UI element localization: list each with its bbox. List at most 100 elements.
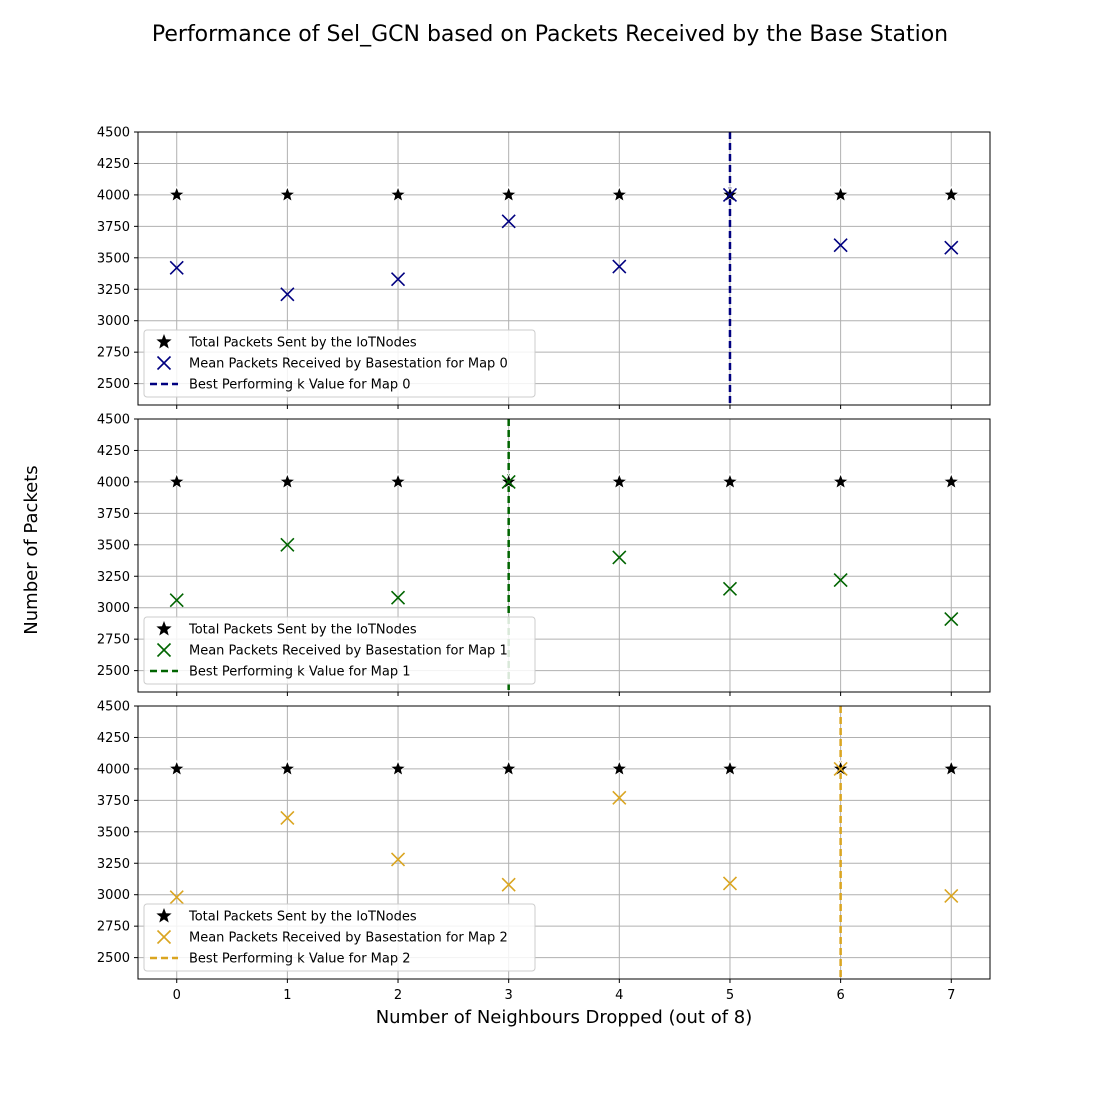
y-axis-label: Number of Packets <box>21 465 42 634</box>
data-point-sent <box>942 472 960 490</box>
data-point-received <box>944 240 959 255</box>
x-axis-label: Number of Neighbours Dropped (out of 8) <box>376 1007 753 1028</box>
data-point-received <box>169 593 184 608</box>
data-point-sent <box>610 759 628 777</box>
data-point-received <box>280 287 295 302</box>
legend-star-icon <box>156 908 172 923</box>
legend-box <box>143 903 536 972</box>
data-point-received <box>944 888 959 904</box>
legend-label: Best Performing k Value for Map 0 <box>189 378 411 393</box>
y-tick-label: 4500 <box>97 126 130 141</box>
data-point-stroke <box>280 287 295 302</box>
y-tick-label: 3750 <box>97 220 130 235</box>
data-point-sent <box>278 759 297 777</box>
data-point-received <box>612 550 627 565</box>
data-point-stroke <box>612 790 627 805</box>
data-point-sent <box>168 185 186 203</box>
data-point-stroke <box>169 260 184 275</box>
data-point-stroke <box>390 272 406 287</box>
data-point-stroke <box>390 852 406 867</box>
y-tick-label: 4250 <box>97 157 130 172</box>
subplot-2: 2500 2750 3000 3250 3500 3750 4000 4250 4500 0 1 2 3… <box>97 700 991 1003</box>
data-point-stroke <box>722 187 738 202</box>
data-point-received <box>169 260 184 275</box>
x-tick-label: 7 <box>947 988 955 1003</box>
y-tick-label: 3250 <box>97 283 130 298</box>
data-point-received <box>280 537 295 552</box>
legend-star-icon <box>156 334 172 349</box>
y-tick-label: 3500 <box>97 538 130 553</box>
data-point-received <box>169 890 184 905</box>
x-tick-label: 3 <box>505 988 513 1003</box>
x-tick-label: 1 <box>283 988 291 1003</box>
legend-x-icon <box>156 355 172 371</box>
y-tick-label: 4000 <box>97 188 130 203</box>
data-point-sent <box>389 185 407 203</box>
data-point-sent <box>721 759 739 777</box>
legend: Total Packets Sent by the IoTNodes Mean P… <box>143 329 536 398</box>
y-tick-label: 3250 <box>97 857 130 872</box>
y-tick-label: 3000 <box>97 601 130 616</box>
y-tick-label: 3500 <box>97 825 130 840</box>
y-tick-label: 3250 <box>97 570 130 585</box>
data-point-received <box>612 790 627 805</box>
x-tick-label: 4 <box>615 988 623 1003</box>
data-point-sent <box>278 472 297 490</box>
axes-frame <box>137 131 991 406</box>
data-point-stroke <box>944 611 959 627</box>
data-point-stroke <box>501 877 516 892</box>
legend-box <box>143 616 536 685</box>
data-point-sent <box>721 472 739 490</box>
data-point-received <box>833 572 848 588</box>
subplot-0: 2500 2750 3000 3250 3500 3750 4000 4250 4500 Tota… <box>97 126 991 409</box>
data-point-stroke <box>612 550 627 565</box>
x-tick-label: 6 <box>836 988 844 1003</box>
data-point-received <box>501 214 516 229</box>
y-tick-label: 2500 <box>97 664 130 679</box>
y-tick-label: 3000 <box>97 888 130 903</box>
data-point-received <box>722 876 738 891</box>
data-point-sent <box>278 185 297 203</box>
data-point-sent <box>500 185 518 203</box>
chart-title: Performance of Sel_GCN based on Packets … <box>152 22 948 47</box>
y-tick-label: 4250 <box>97 731 130 746</box>
y-tick-label: 4500 <box>97 413 130 428</box>
data-point-received <box>501 474 516 489</box>
y-tick-label: 2750 <box>97 633 130 648</box>
legend-label: Mean Packets Received by Basestation for… <box>189 931 508 946</box>
data-point-received <box>722 581 738 596</box>
legend-label: Total Packets Sent by the IoTNodes <box>188 623 417 638</box>
data-point-received <box>390 272 406 287</box>
data-point-received <box>390 852 406 867</box>
subplot-1: 2500 2750 3000 3250 3500 3750 4000 4250 4500 Tota… <box>97 413 991 696</box>
data-point-stroke <box>501 474 516 489</box>
data-point-stroke <box>833 761 848 776</box>
legend-label: Mean Packets Received by Basestation for… <box>189 644 508 659</box>
data-point-sent <box>942 185 960 203</box>
data-point-stroke <box>944 888 959 904</box>
y-tick-label: 2500 <box>97 377 130 392</box>
legend-label: Best Performing k Value for Map 2 <box>189 952 411 967</box>
y-tick-label: 2750 <box>97 920 130 935</box>
legend-x-icon <box>156 929 172 945</box>
data-point-sent <box>168 759 186 777</box>
data-point-received <box>944 611 959 627</box>
axes-frame <box>137 418 991 693</box>
y-tick-label: 4000 <box>97 762 130 777</box>
data-point-stroke <box>833 572 848 588</box>
data-point-sent <box>942 759 960 777</box>
data-point-sent <box>831 185 850 203</box>
subplots-group: 250027503000325035003750400042504500Tota… <box>97 126 991 1003</box>
data-point-sent <box>389 472 407 490</box>
x-tick-label: 5 <box>726 988 734 1003</box>
data-point-stroke <box>169 890 184 905</box>
y-tick-label: 3000 <box>97 314 130 329</box>
axes-frame <box>137 705 991 980</box>
x-tick-label: 0 <box>173 988 181 1003</box>
data-point-stroke <box>612 259 627 274</box>
data-point-received <box>833 761 848 776</box>
data-point-sent <box>831 472 850 490</box>
data-point-stroke <box>280 537 295 552</box>
data-point-received <box>612 259 627 274</box>
